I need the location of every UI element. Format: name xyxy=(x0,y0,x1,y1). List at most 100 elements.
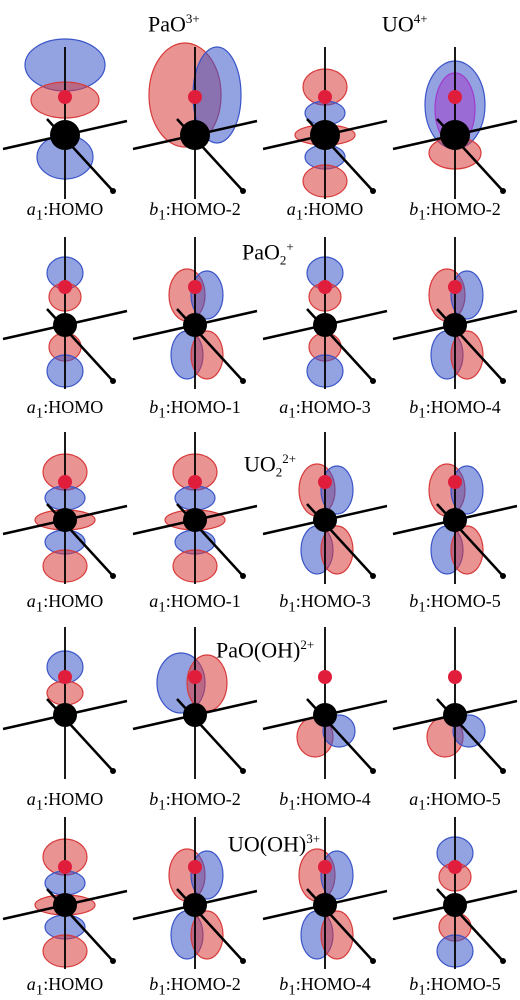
symmetry-index: 1 xyxy=(295,207,304,224)
metal-atom xyxy=(443,508,467,532)
orbital-3-3 xyxy=(262,432,388,584)
orbital-name: :HOMO-2 xyxy=(165,974,241,994)
symmetry-letter: b xyxy=(279,591,289,611)
orbital-2-3 xyxy=(262,237,388,389)
axis-tip xyxy=(110,378,116,384)
axis-tip xyxy=(240,378,246,384)
orbital-name: :HOMO-1 xyxy=(165,591,241,611)
metal-atom xyxy=(53,508,77,532)
oxygen-atom xyxy=(188,280,202,294)
red-lobe xyxy=(320,910,354,960)
panel-title-pao2: PaO2+ xyxy=(242,239,294,268)
axis-tip xyxy=(110,958,116,964)
metal-atom xyxy=(443,703,467,727)
symmetry-index: 1 xyxy=(35,405,44,422)
symmetry-index: 1 xyxy=(158,207,166,224)
metal-atom xyxy=(310,120,340,150)
orbital-label: b1:HOMO-2 xyxy=(130,200,260,224)
orbital-name: :HOMO-3 xyxy=(295,591,371,611)
axis-tip xyxy=(240,768,246,774)
orbital-name: :HOMO xyxy=(43,974,104,994)
orbital-name: :HOMO-4 xyxy=(425,397,501,417)
oxygen-atom xyxy=(188,475,202,489)
metal-atom xyxy=(313,703,337,727)
axis-tip xyxy=(500,573,506,579)
symmetry-letter: a xyxy=(26,974,36,994)
orbital-label: b1:HOMO-4 xyxy=(260,975,390,999)
metal-atom xyxy=(443,893,467,917)
metal-atom xyxy=(443,313,467,337)
symmetry-index: 1 xyxy=(288,599,296,616)
metal-atom xyxy=(183,703,207,727)
red-lobe xyxy=(190,910,224,960)
oxygen-atom xyxy=(188,90,202,104)
orbital-label: b1:HOMO-2 xyxy=(130,790,260,814)
symmetry-letter: b xyxy=(409,199,419,219)
oxygen-atom xyxy=(448,280,462,294)
symmetry-letter: b xyxy=(149,397,159,417)
orbital-2-4 xyxy=(392,237,518,389)
orbital-name: :HOMO xyxy=(43,397,104,417)
axis-tip xyxy=(500,378,506,384)
axis-tip xyxy=(110,573,116,579)
metal-atom xyxy=(53,893,77,917)
oxygen-atom xyxy=(188,670,202,684)
oxygen-atom xyxy=(318,475,332,489)
symmetry-index: 1 xyxy=(418,599,426,616)
symmetry-letter: a xyxy=(26,397,36,417)
orbital-name: :HOMO-5 xyxy=(425,591,501,611)
symmetry-letter: b xyxy=(409,591,419,611)
orbital-label: b1:HOMO-1 xyxy=(130,398,260,422)
axis-tip xyxy=(370,768,376,774)
red-lobe xyxy=(450,525,484,575)
symmetry-letter: b xyxy=(279,789,289,809)
symmetry-letter: b xyxy=(279,974,289,994)
orbital-label: b1:HOMO-4 xyxy=(260,790,390,814)
symmetry-index: 1 xyxy=(288,405,296,422)
red-lobe xyxy=(450,330,484,380)
symmetry-letter: b xyxy=(149,199,159,219)
axis-tip xyxy=(240,573,246,579)
orbital-3-2 xyxy=(132,432,258,584)
orbital-4-3 xyxy=(262,627,388,779)
metal-atom xyxy=(313,313,337,337)
axis-tip xyxy=(110,188,116,194)
orbital-5-3 xyxy=(262,817,388,969)
symmetry-index: 1 xyxy=(35,599,44,616)
orbital-4-4 xyxy=(392,627,518,779)
orbital-name: :HOMO-4 xyxy=(295,789,371,809)
symmetry-index: 1 xyxy=(418,982,426,999)
oxygen-atom xyxy=(58,280,72,294)
orbital-name: :HOMO-2 xyxy=(165,789,241,809)
axis-tip xyxy=(370,958,376,964)
oxygen-atom xyxy=(58,670,72,684)
symmetry-letter: b xyxy=(149,789,159,809)
symmetry-letter: a xyxy=(286,199,296,219)
orbital-label: b1:HOMO-5 xyxy=(390,975,520,999)
axis-tip xyxy=(500,188,506,194)
axis-tip xyxy=(370,188,376,194)
oxygen-atom xyxy=(58,90,72,104)
oxygen-atom xyxy=(448,90,462,104)
orbital-1-3 xyxy=(262,47,388,199)
orbital-name: :HOMO xyxy=(303,199,364,219)
orbital-5-1 xyxy=(2,817,128,969)
orbital-name: :HOMO-5 xyxy=(425,974,501,994)
panel-title-paooh: PaO(OH)2+ xyxy=(216,637,315,663)
symmetry-index: 1 xyxy=(418,405,426,422)
symmetry-letter: a xyxy=(149,591,159,611)
orbital-2-1 xyxy=(2,237,128,389)
axis-tip xyxy=(370,378,376,384)
symmetry-index: 1 xyxy=(288,797,296,814)
symmetry-letter: a xyxy=(279,397,289,417)
orbital-label: b1:HOMO-2 xyxy=(390,200,520,224)
metal-atom xyxy=(183,893,207,917)
symmetry-letter: a xyxy=(26,199,36,219)
orbital-label: a1:HOMO xyxy=(0,790,130,814)
symmetry-letter: a xyxy=(409,789,419,809)
metal-atom xyxy=(53,313,77,337)
panel-title-uooh: UO(OH)3+ xyxy=(228,831,321,857)
orbital-name: :HOMO xyxy=(43,789,104,809)
metal-atom xyxy=(180,120,210,150)
symmetry-index: 1 xyxy=(158,982,166,999)
